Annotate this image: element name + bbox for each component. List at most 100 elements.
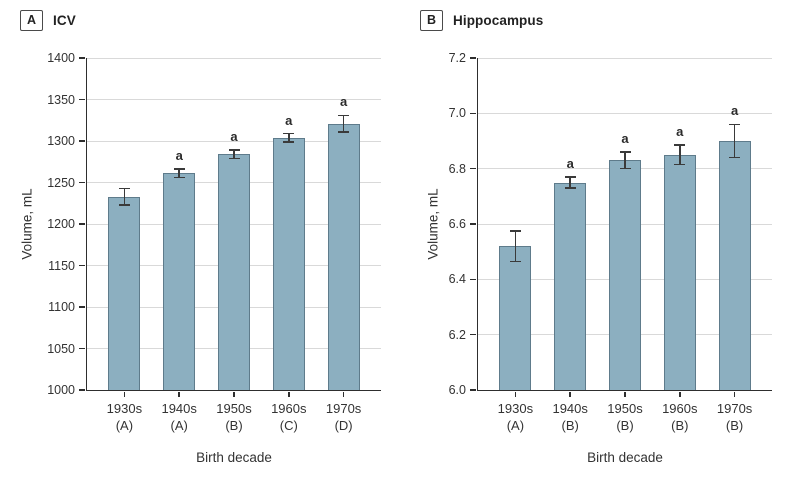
- significance-label: a: [339, 94, 348, 110]
- error-bar-cap-top: [619, 151, 631, 153]
- error-bar-cap-bottom: [228, 157, 240, 160]
- y-tick-label: 1200: [47, 217, 75, 231]
- panel-icv: A ICV Volume, mL 1000 1050 1100 1150 1200 125…: [20, 10, 381, 465]
- bar-1950s: [218, 154, 250, 390]
- error-bar-cap-bottom: [509, 260, 521, 263]
- gridline: [87, 57, 381, 59]
- y-axis-tick: [470, 278, 476, 281]
- plot-area-hippocampus: 6.0 6.2 6.4 6.6 6.8 7.0 7.2 1930s (A) a 1940s (B) a 1…: [449, 51, 772, 465]
- error-bar: [624, 152, 626, 169]
- gridline: [87, 140, 381, 142]
- y-tick-label: 1300: [47, 134, 75, 148]
- significance-label: a: [730, 103, 739, 119]
- x-axis-tick: [514, 391, 517, 397]
- error-bar-cap-top: [118, 187, 130, 190]
- y-tick-label: 6.4: [448, 272, 466, 287]
- error-bar-cap-bottom: [338, 131, 350, 133]
- error-bar-cap-bottom: [173, 176, 185, 179]
- error-bar-cap-top: [228, 149, 240, 151]
- significance-label: a: [175, 148, 183, 164]
- x-category-label: 1930s (A): [106, 401, 143, 433]
- plot-area-icv: 1000 1050 1100 1150 1200 1250 1300 1350 1400 1930…: [47, 51, 381, 465]
- error-bar-cap-bottom: [564, 187, 576, 189]
- y-axis-tick: [79, 223, 85, 225]
- bar-1960s: [663, 154, 696, 390]
- bar-1940s: [163, 173, 196, 390]
- x-axis-tick: [288, 391, 290, 397]
- panel-letter-a: A: [20, 10, 43, 31]
- error-bar-cap-top: [729, 123, 741, 126]
- x-category-label: 1950s (B): [607, 401, 643, 433]
- panel-hippocampus: B Hippocampus Volume, mL 6.0 6.2 6.4 6.6 6.8…: [400, 0, 800, 480]
- x-category-label: 1930s (A): [497, 401, 534, 433]
- error-bar-cap-top: [509, 230, 521, 232]
- x-category-label: 1950s (B): [216, 401, 252, 433]
- y-axis-tick: [79, 57, 85, 59]
- significance-label: a: [676, 124, 684, 140]
- x-category-label: 1970s (B): [716, 401, 753, 433]
- y-tick-label: 6.6: [448, 217, 466, 231]
- y-axis-tick: [79, 140, 85, 142]
- x-axis-title: Birth decade: [587, 450, 663, 465]
- y-tick-label: 1150: [48, 258, 75, 273]
- y-tick-label: 1000: [47, 383, 75, 397]
- gridline: [478, 57, 772, 59]
- panel-letter-b: B: [420, 10, 443, 31]
- y-tick-label: 1250: [47, 175, 75, 190]
- y-tick-label: 1050: [47, 341, 75, 356]
- error-bar: [569, 176, 571, 189]
- x-axis-tick: [233, 391, 235, 397]
- y-axis-tick: [79, 98, 85, 101]
- bar-1950s: [609, 160, 641, 390]
- error-bar: [679, 145, 681, 165]
- bar-1940s: [554, 182, 587, 390]
- y-tick-label: 6.2: [448, 327, 466, 342]
- y-axis-tick: [470, 223, 476, 225]
- y-tick-label: 1100: [48, 300, 75, 314]
- y-tick-label: 7.2: [448, 51, 466, 65]
- error-bar-cap-bottom: [118, 204, 130, 206]
- gridline: [87, 99, 381, 100]
- y-axis-tick: [79, 306, 85, 308]
- y-tick-label: 7.0: [448, 106, 466, 121]
- x-axis-title: Birth decade: [196, 450, 272, 465]
- x-axis-tick: [569, 391, 571, 397]
- panel-title-icv: ICV: [53, 13, 76, 28]
- bar-1970s: [718, 141, 751, 390]
- bar-1970s: [327, 123, 360, 390]
- y-axis-tick: [79, 389, 85, 391]
- x-axis-tick: [679, 391, 681, 397]
- x-category-label: 1970s (D): [325, 401, 362, 433]
- x-category-label: 1940s (B): [552, 401, 588, 433]
- x-axis-tick: [178, 391, 180, 397]
- error-bar-cap-top: [283, 132, 295, 135]
- x-axis-tick: [733, 391, 736, 397]
- y-tick-label: 6.0: [448, 383, 466, 397]
- gridline: [478, 112, 772, 114]
- y-axis-tick: [79, 347, 85, 350]
- error-bar-cap-top: [564, 176, 576, 178]
- x-category-label: 1960s (B): [662, 401, 698, 433]
- bar-1930s: [108, 196, 141, 390]
- y-tick-label: 6.8: [448, 161, 466, 176]
- x-category-label: 1960s (C): [271, 401, 307, 433]
- x-axis-tick: [123, 391, 126, 397]
- significance-label: a: [621, 131, 629, 147]
- y-axis-tick: [79, 264, 85, 267]
- error-bar: [233, 150, 235, 159]
- panel-header-hippocampus: B Hippocampus: [420, 10, 543, 31]
- error-bar-cap-bottom: [674, 163, 686, 166]
- error-bar: [123, 188, 126, 205]
- x-axis-tick: [624, 391, 626, 397]
- y-axis-tick: [79, 181, 85, 184]
- panel-title-hippocampus: Hippocampus: [453, 13, 544, 28]
- y-tick-label: 1350: [47, 92, 75, 107]
- y-axis-tick: [470, 167, 476, 170]
- error-bar: [178, 169, 180, 178]
- error-bar-cap-bottom: [619, 167, 631, 170]
- y-tick-label: 1400: [47, 51, 75, 65]
- error-bar-cap-top: [338, 114, 350, 117]
- significance-label: a: [285, 112, 293, 128]
- error-bar-cap-bottom: [283, 141, 295, 143]
